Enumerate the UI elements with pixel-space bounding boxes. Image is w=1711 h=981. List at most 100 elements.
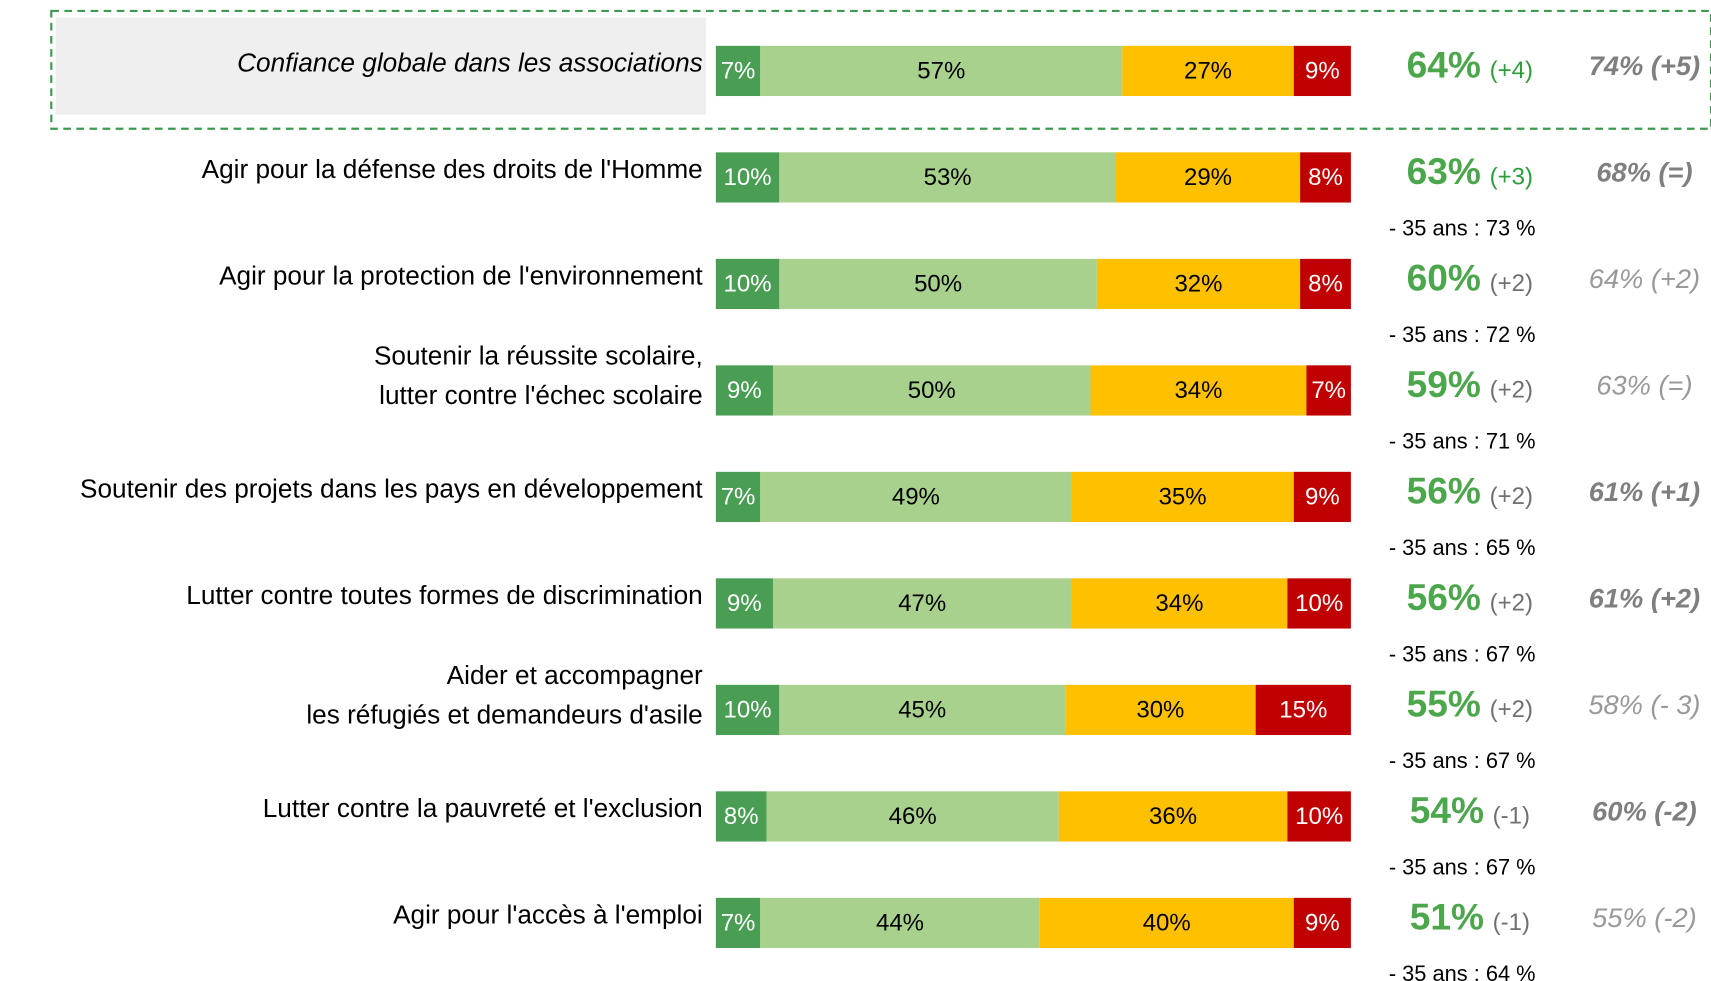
compare-label: 61% (+2) (1589, 582, 1700, 613)
value-label: 9% (1305, 57, 1340, 84)
category-label: Lutter contre la pauvreté et l'exclusion (263, 793, 703, 823)
bar-segment (1039, 897, 1294, 949)
value-label: 10% (1295, 590, 1343, 617)
change: (+2) (1490, 270, 1533, 297)
total-label: 59% (+2) (1407, 363, 1533, 405)
value-label: 8% (724, 803, 759, 830)
bar-segment (1096, 258, 1301, 310)
value-label: 57% (917, 57, 965, 84)
bar-segment (1122, 45, 1294, 97)
bar-segment (715, 471, 761, 523)
young-note: - 35 ans : 67 % (1389, 748, 1536, 773)
bar-segment (1300, 152, 1351, 203)
category-label: Aider et accompagner (447, 660, 703, 690)
total-label: 56% (+2) (1407, 469, 1533, 511)
young-note: - 35 ans : 64 % (1389, 961, 1536, 981)
compare-label: 60% (-2) (1592, 795, 1697, 826)
value-label: 9% (727, 377, 762, 404)
total: 56% (1407, 469, 1481, 511)
value-label: 29% (1184, 164, 1232, 191)
category-label: Agir pour la protection de l'environneme… (219, 260, 703, 290)
compare-label: 61% (+1) (1589, 476, 1700, 507)
value-label: 30% (1136, 696, 1184, 723)
bar-segment (715, 897, 761, 949)
category-label: Confiance globale dans les associations (237, 47, 703, 77)
change: (+3) (1490, 164, 1533, 191)
value-label: 8% (1308, 270, 1343, 297)
change: (+2) (1490, 377, 1533, 404)
category-label: Soutenir des projets dans les pays en dé… (80, 473, 703, 503)
category-label: Agir pour la défense des droits de l'Hom… (202, 154, 703, 184)
bar-segment (1293, 45, 1351, 97)
bar-segment (715, 578, 773, 629)
total: 55% (1407, 682, 1481, 724)
bar-segment (1287, 791, 1351, 842)
bar-segment (1071, 471, 1294, 523)
category-label: Agir pour l'accès à l'emploi (393, 899, 703, 929)
bar-segment (715, 45, 761, 97)
value-label: 49% (892, 483, 940, 510)
value-label: 9% (1305, 909, 1340, 936)
value-label: 10% (724, 696, 772, 723)
young-note: - 35 ans : 73 % (1389, 216, 1536, 241)
total: 59% (1407, 363, 1481, 405)
bar-segment (1300, 258, 1351, 310)
total: 51% (1410, 895, 1484, 937)
value-label: 32% (1174, 270, 1222, 297)
value-label: 7% (721, 57, 756, 84)
total-label: 54% (-1) (1410, 789, 1530, 831)
bar-segment (779, 684, 1066, 736)
bar-segment (760, 471, 1072, 523)
bar-segment (1306, 365, 1351, 416)
bar-segment (715, 791, 767, 842)
total: 54% (1410, 789, 1484, 831)
bar-segment (1115, 152, 1301, 203)
category-label: Lutter contre toutes formes de discrimin… (186, 580, 702, 610)
young-note: - 35 ans : 67 % (1389, 642, 1536, 667)
young-note: - 35 ans : 67 % (1389, 855, 1536, 880)
category-label: les réfugiés et demandeurs d'asile (306, 699, 702, 729)
value-label: 45% (898, 696, 946, 723)
value-label: 53% (924, 164, 972, 191)
compare-label: 64% (+2) (1589, 263, 1700, 294)
total-label: 55% (+2) (1407, 682, 1533, 724)
compare-label: 63% (=) (1596, 369, 1692, 400)
bar-segment (760, 897, 1040, 949)
bar-segment (715, 258, 780, 310)
total: 64% (1407, 43, 1481, 85)
value-label: 50% (914, 270, 962, 297)
value-label: 46% (889, 803, 937, 830)
value-label: 8% (1308, 164, 1343, 191)
value-label: 34% (1174, 377, 1222, 404)
value-label: 44% (876, 909, 924, 936)
bar-segment (1255, 684, 1351, 736)
total: 56% (1407, 576, 1481, 618)
value-label: 34% (1155, 590, 1203, 617)
bar-segment (779, 258, 1097, 310)
value-label: 9% (1305, 483, 1340, 510)
value-label: 7% (721, 483, 756, 510)
total: 60% (1407, 256, 1481, 298)
total-label: 56% (+2) (1407, 576, 1533, 618)
value-label: 40% (1143, 909, 1191, 936)
change: (+2) (1490, 483, 1533, 510)
total-label: 63% (+3) (1407, 150, 1533, 192)
bar-segment (1293, 471, 1351, 523)
category-label: lutter contre l'échec scolaire (379, 380, 703, 410)
value-label: 27% (1184, 57, 1232, 84)
bar-segment (1287, 578, 1351, 629)
bar-segment (715, 684, 780, 736)
bar-segment (779, 152, 1116, 203)
bar-segment (772, 365, 1091, 416)
value-label: 10% (724, 270, 772, 297)
bar-segment (760, 45, 1123, 97)
total: 63% (1407, 150, 1481, 192)
value-label: 10% (1295, 803, 1343, 830)
young-note: - 35 ans : 65 % (1389, 535, 1536, 560)
compare-label: 58% (- 3) (1588, 689, 1700, 720)
highlight-background (53, 15, 709, 117)
bar-segment (1071, 578, 1288, 629)
total-label: 64% (+4) (1407, 43, 1533, 85)
value-label: 50% (908, 377, 956, 404)
